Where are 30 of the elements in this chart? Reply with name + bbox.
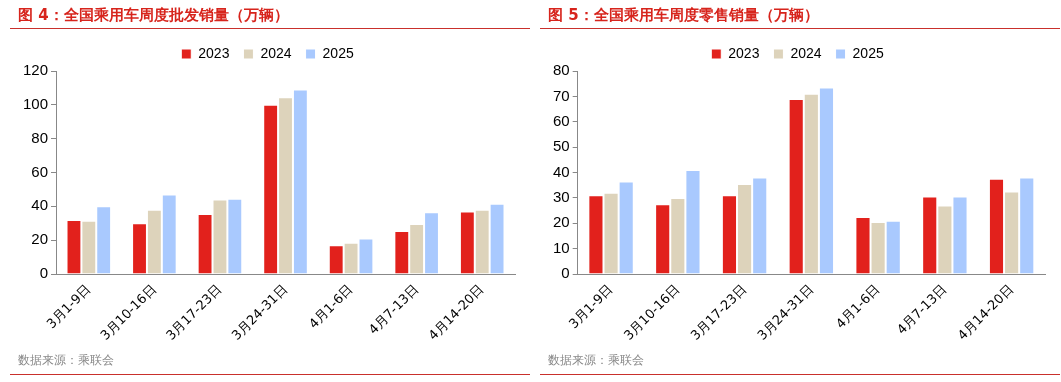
y-tick-label: 10	[553, 238, 570, 256]
y-tick-label: 40	[31, 196, 49, 214]
y-tick-label: 60	[31, 162, 49, 180]
y-tick-label: 70	[553, 86, 570, 104]
legend-label: 2024	[790, 44, 822, 61]
legend-label: 2025	[852, 44, 884, 61]
y-tick-label: 30	[553, 188, 570, 206]
y-tick-label: 50	[553, 137, 570, 155]
x-tick-label: 4月1-6日	[305, 281, 356, 332]
chart-title: 图 4：全国乘用车周度批发销量（万辆）	[10, 0, 530, 29]
legend-label: 2025	[322, 44, 354, 61]
legend-label: 2024	[260, 44, 292, 61]
legend-label: 2023	[198, 44, 230, 61]
y-tick-label: 80	[553, 61, 570, 79]
x-tick-label: 3月1-9日	[43, 281, 94, 332]
y-tick-label: 0	[561, 264, 570, 282]
y-tick-label: 40	[553, 162, 570, 180]
y-tick-label: 0	[39, 264, 49, 282]
source-note: 数据来源：乘联会	[17, 352, 114, 369]
source-note: 数据来源：乘联会	[547, 352, 644, 369]
x-tick-label: 3月1-9日	[565, 281, 616, 332]
x-tick-label: 4月1-6日	[832, 281, 883, 332]
y-tick-label: 80	[31, 128, 49, 146]
y-tick-label: 60	[553, 111, 570, 129]
y-tick-label: 20	[553, 213, 570, 231]
legend-label: 2023	[728, 44, 760, 61]
y-tick-label: 100	[23, 94, 49, 112]
y-tick-label: 20	[31, 230, 49, 248]
chart-title: 图 5：全国乘用车周度零售销量（万辆）	[540, 0, 1060, 29]
y-tick-label: 120	[23, 61, 49, 79]
